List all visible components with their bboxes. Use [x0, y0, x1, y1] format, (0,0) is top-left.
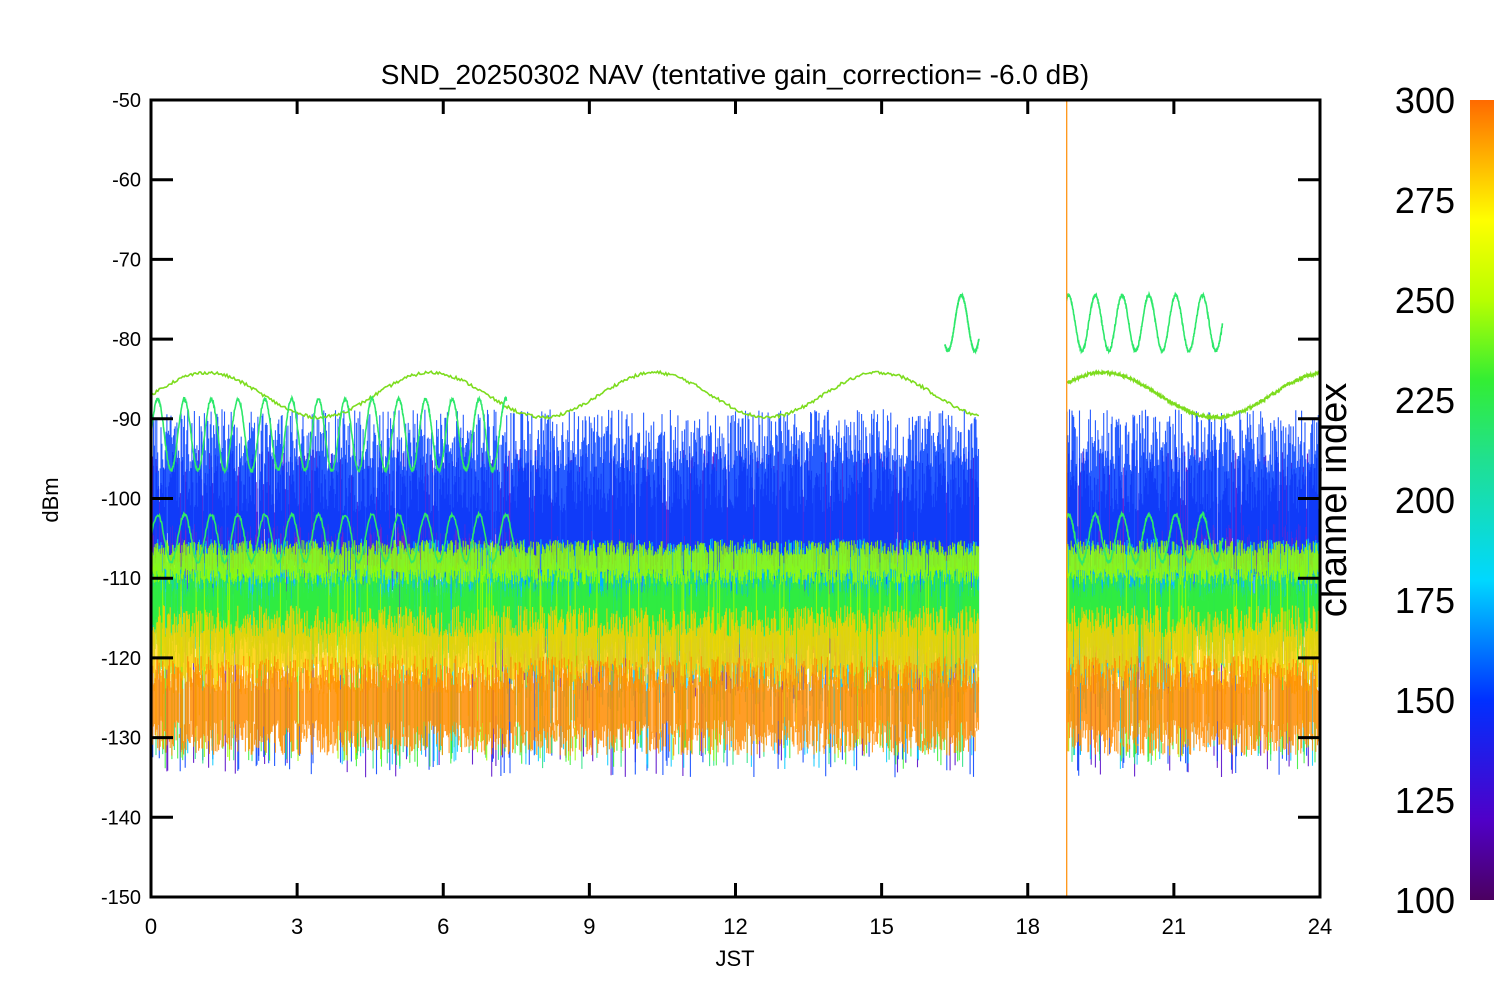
- colorbar-label: channel index: [1313, 383, 1355, 618]
- series-ch250: [151, 540, 1320, 761]
- periodic-trace: [151, 510, 518, 566]
- y-axis: -50 -60 -70 -80 -90 -100 -110 -120 -130 -140 -150: [101, 90, 1320, 909]
- y-tick-label: -140: [101, 807, 141, 829]
- series-ch290: [151, 655, 1320, 756]
- periodic-trace: [1065, 510, 1224, 567]
- x-axis: 0 3 6 9 12 15 18 21 24: [145, 100, 1332, 939]
- colorbar-tick-label: 300: [1395, 80, 1455, 121]
- x-axis-label: JST: [715, 946, 754, 971]
- colorbar-tick-label: 100: [1395, 880, 1455, 921]
- series-ch225: [151, 565, 1320, 770]
- colorbar-tick-label: 150: [1395, 680, 1455, 721]
- y-axis-label: dBm: [38, 477, 63, 522]
- colorbar-tick-label: 125: [1395, 780, 1455, 821]
- x-tick-label: 21: [1162, 914, 1186, 939]
- x-tick-label: 0: [145, 914, 157, 939]
- colorbar-tick-label: 225: [1395, 380, 1455, 421]
- colorbar-tick-label: 275: [1395, 180, 1455, 221]
- y-tick-label: -150: [101, 887, 141, 909]
- series-band: [151, 655, 1320, 756]
- periodic-trace: [151, 394, 371, 475]
- x-tick-label: 6: [437, 914, 449, 939]
- periodic-trace: [944, 292, 980, 355]
- x-tick-label: 9: [583, 914, 595, 939]
- periodic-trace: [151, 369, 980, 420]
- x-tick-label: 12: [723, 914, 747, 939]
- colorbar-tick-label: 250: [1395, 280, 1455, 321]
- y-tick-label: -80: [112, 329, 141, 351]
- y-tick-label: -110: [102, 568, 141, 590]
- x-tick-label: 3: [291, 914, 303, 939]
- periodic-trace: [1065, 290, 1224, 355]
- y-tick-label: -60: [112, 170, 141, 192]
- x-tick-label: 15: [869, 914, 893, 939]
- chart-title: SND_20250302 NAV (tentative gain_correct…: [381, 59, 1089, 90]
- colorbar-tick-label: 200: [1395, 480, 1455, 521]
- x-tick-label: 24: [1308, 914, 1332, 939]
- y-tick-label: -70: [112, 249, 141, 271]
- periodic-trace: [1066, 369, 1320, 422]
- x-tick-label: 18: [1016, 914, 1040, 939]
- series-band: [151, 540, 1320, 761]
- y-tick-label: -90: [112, 409, 141, 431]
- y-tick-label: -130: [101, 728, 141, 750]
- colorbar: [1470, 100, 1494, 900]
- y-tick-label: -100: [101, 489, 141, 511]
- series-band: [151, 565, 1320, 770]
- y-tick-label: -50: [112, 90, 141, 112]
- colorbar-tick-label: 175: [1395, 580, 1455, 621]
- periodic-trace: [369, 395, 508, 474]
- colorbar-ticks: 300 275 250 225 200 175 150 125 100: [1395, 80, 1455, 921]
- y-tick-label: -120: [101, 648, 141, 670]
- data-layer: [151, 100, 1320, 897]
